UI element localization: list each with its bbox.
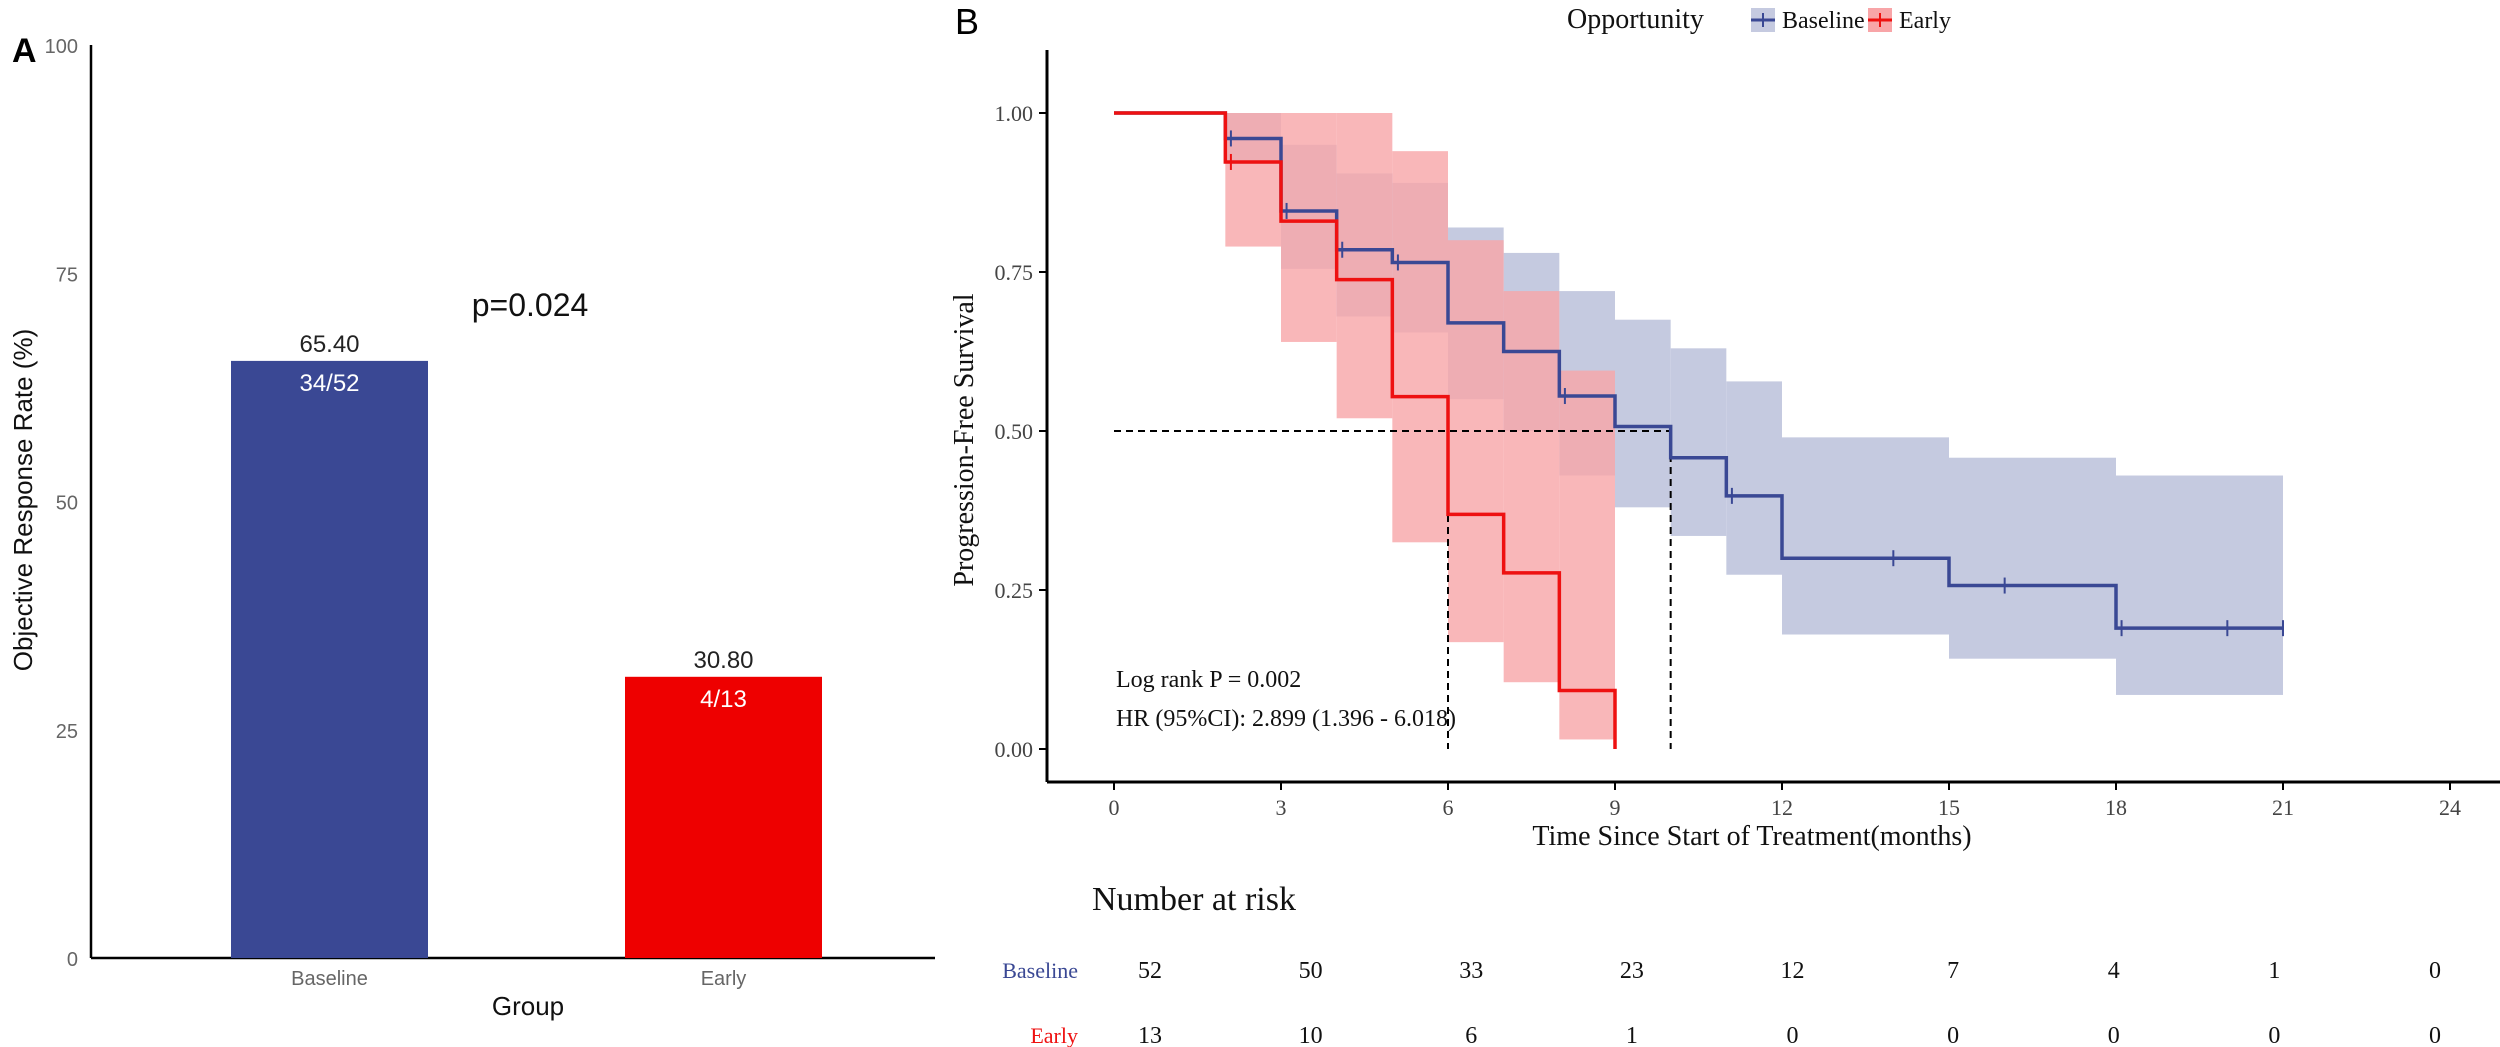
a-y-axis-label: Objective Response Rate (%) xyxy=(8,329,38,671)
risk-cell: 0 xyxy=(2429,1023,2441,1047)
bar-baseline xyxy=(231,360,428,958)
b-x-tick-label: 6 xyxy=(1443,795,1454,820)
a-x-tick-label: Early xyxy=(701,968,747,990)
survival-curve-early xyxy=(1114,111,1617,749)
ci-band-early xyxy=(1225,113,1281,247)
risk-cell: 0 xyxy=(1787,1023,1799,1047)
risk-cell: 1 xyxy=(2268,958,2280,984)
ci-band-early xyxy=(1448,240,1504,643)
b-x-axis-label: Time Since Start of Treatment(months) xyxy=(1532,821,1971,852)
b-x-tick-label: 15 xyxy=(1938,795,1960,820)
risk-cell: 12 xyxy=(1781,958,1805,984)
ci-band-baseline xyxy=(1949,457,2116,659)
risk-cell: 6 xyxy=(1465,1023,1477,1047)
hr-annotation: HR (95%CI): 2.899 (1.396 - 6.018) xyxy=(1116,706,1456,732)
ci-band-early xyxy=(1503,291,1560,683)
a-y-tick-label: 0 xyxy=(67,949,78,971)
b-y-tick-label: 0.00 xyxy=(995,737,1034,762)
risk-row-label-baseline: Baseline xyxy=(1002,958,1078,983)
b-x-tick-label: 3 xyxy=(1276,795,1287,820)
risk-cell: 33 xyxy=(1459,958,1483,984)
b-y-axis-label: Progression-Free Survival xyxy=(949,293,980,586)
bar-count-label: 4/13 xyxy=(700,686,747,713)
bar-value-label: 30.80 xyxy=(693,647,753,674)
b-x-tick-label: 18 xyxy=(2105,795,2127,820)
ci-band-baseline xyxy=(1726,381,1782,575)
panel-label-a: A xyxy=(12,32,37,70)
a-x-tick-label: Baseline xyxy=(291,968,368,990)
ci-band-early xyxy=(1336,113,1393,419)
ci-band-baseline xyxy=(1782,437,1949,635)
risk-cell: 0 xyxy=(2429,958,2441,984)
risk-cell: 1 xyxy=(1626,1023,1638,1047)
legend-title: Opportunity xyxy=(1567,4,1704,35)
ci-band-baseline xyxy=(2116,475,2283,695)
risk-cell: 7 xyxy=(1947,958,1959,984)
ci-band-early xyxy=(1392,151,1448,543)
b-x-tick-label: 9 xyxy=(1610,795,1621,820)
risk-cell: 0 xyxy=(2108,1023,2120,1047)
a-y-tick-label: 100 xyxy=(45,36,78,58)
legend-label-early: Early xyxy=(1899,8,1951,34)
ci-band-early xyxy=(1559,370,1615,740)
legend-label-baseline: Baseline xyxy=(1782,8,1865,34)
survival-curve-baseline xyxy=(1114,111,2283,630)
risk-cell: 23 xyxy=(1620,958,1644,984)
b-x-tick-label: 21 xyxy=(2272,795,2294,820)
ci-band-early xyxy=(1281,113,1337,342)
a-p-value: p=0.024 xyxy=(472,287,589,323)
b-y-tick-label: 0.75 xyxy=(995,260,1034,285)
risk-cell: 50 xyxy=(1299,958,1323,984)
panel-b-km-plot: B Opportunity Baseline Early 0.00 0.25 0.5… xyxy=(949,1,2500,1047)
b-x-tick-label: 24 xyxy=(2439,795,2461,820)
log-rank-annotation: Log rank P = 0.002 xyxy=(1116,667,1301,693)
risk-cell: 52 xyxy=(1138,958,1162,984)
b-x-tick-label: 12 xyxy=(1771,795,1793,820)
risk-table: Number at risk Baseline 52 50 33 23 12 7 4 1 0Ear… xyxy=(1002,881,2441,1047)
bar-early xyxy=(625,676,822,958)
legend: Opportunity Baseline Early xyxy=(1567,4,1951,35)
risk-row-label-early: Early xyxy=(1030,1023,1078,1047)
b-y-tick-label: 1.00 xyxy=(995,101,1034,126)
b-x-tick-label: 0 xyxy=(1109,795,1120,820)
risk-cell: 10 xyxy=(1299,1023,1323,1047)
bar-count-label: 34/52 xyxy=(299,370,359,397)
risk-cell: 0 xyxy=(1947,1023,1959,1047)
risk-cell: 4 xyxy=(2108,958,2120,984)
risk-table-title: Number at risk xyxy=(1092,881,1296,918)
b-y-tick-label: 0.50 xyxy=(995,419,1034,444)
risk-cell: 13 xyxy=(1138,1023,1162,1047)
bar-value-label: 65.40 xyxy=(299,331,359,358)
ci-band-baseline xyxy=(1670,348,1727,536)
panel-a-bar-chart: A 0 25 50 75 100 65.40 34/52 Baseline 30.80 4/13… xyxy=(8,32,935,1021)
a-y-tick-label: 50 xyxy=(56,493,78,515)
a-y-tick-label: 25 xyxy=(56,721,78,743)
ci-band-baseline xyxy=(1615,319,1671,508)
b-y-tick-label: 0.25 xyxy=(995,578,1034,603)
a-x-axis-label: Group xyxy=(492,991,564,1021)
a-y-tick-label: 75 xyxy=(56,264,78,286)
risk-cell: 0 xyxy=(2268,1023,2280,1047)
panel-label-b: B xyxy=(955,1,979,42)
